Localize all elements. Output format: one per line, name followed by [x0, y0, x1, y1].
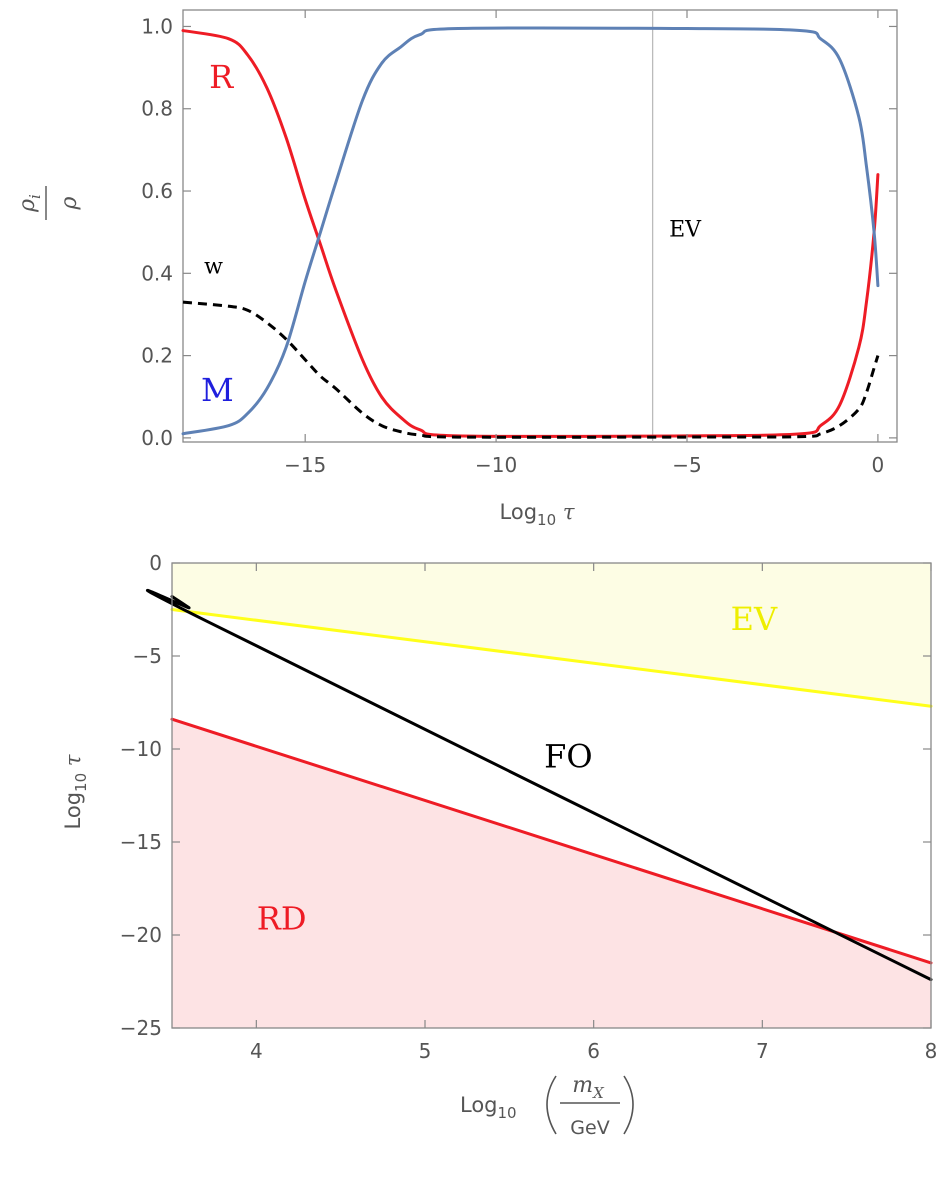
annotation-rd: RD [257, 899, 307, 937]
y-tick-label: −20 [120, 923, 162, 947]
x-axis-label: Log10 mX GeV [460, 1073, 634, 1139]
annotation-m: M [201, 371, 234, 409]
series-line-rd [170, 717, 933, 965]
y-tick-label: −5 [133, 644, 162, 668]
x-tick-label: −5 [672, 453, 701, 477]
annotation-ev: EV [669, 217, 702, 242]
x-label-denominator: GeV [570, 1117, 609, 1139]
x-tick-label: 4 [250, 1039, 263, 1063]
y-label-numerator: ρ [15, 199, 40, 213]
y-tick-label: 0.6 [141, 179, 173, 203]
x-label-numerator-sub: X [592, 1084, 605, 1102]
x-label-sub: 10 [498, 1104, 517, 1122]
x-tick-label: 7 [756, 1039, 769, 1063]
y-tick-label: 1.0 [141, 14, 173, 38]
region-rd [172, 719, 931, 1028]
annotation-r: R [209, 58, 234, 96]
series-line-m [181, 26, 880, 436]
annotation-w: w [204, 254, 223, 279]
y-label-sub: 10 [72, 773, 90, 792]
chart-frame [171, 562, 932, 1029]
series-line-ev [170, 608, 933, 708]
annotation-ev: EV [731, 600, 778, 638]
annotation-fo: FO [544, 738, 592, 776]
y-label-numerator-sub: i [26, 194, 44, 199]
svg-text:ρi: ρi [15, 194, 44, 213]
series-line-w [182, 300, 880, 439]
series-line-fo [145, 588, 933, 982]
y-tick-label: 0.8 [141, 97, 173, 121]
chart-frame [182, 9, 898, 443]
right-paren [623, 1075, 634, 1135]
x-label-numerator: m [572, 1073, 593, 1098]
x-axis-label: Log10 τ [500, 500, 575, 529]
y-axis-label: ρi ρ [15, 186, 82, 220]
x-label-base: Log [460, 1093, 498, 1117]
x-tick-label: 0 [872, 453, 885, 477]
y-tick-label: −10 [120, 737, 162, 761]
y-tick-label: −15 [120, 830, 162, 854]
y-tick-label: −25 [120, 1016, 162, 1040]
x-tick-label: −15 [284, 453, 326, 477]
x-tick-label: 8 [925, 1039, 937, 1063]
y-tick-label: 0.4 [141, 261, 173, 285]
svg-text:Log10: Log10 [460, 1093, 517, 1122]
x-tick-label: 5 [419, 1039, 432, 1063]
y-label-denominator: ρ [57, 196, 82, 210]
y-tick-label: 0.0 [141, 426, 173, 450]
x-label-var: τ [563, 500, 575, 524]
y-label-base: Log [61, 792, 85, 830]
x-label-base: Log [500, 500, 538, 524]
left-paren [546, 1075, 557, 1135]
y-axis-label: Log10 τ [61, 754, 90, 829]
region-ev [172, 563, 931, 707]
x-label-sub: 10 [537, 511, 556, 529]
svg-text:mX: mX [572, 1073, 605, 1102]
x-tick-label: −10 [475, 453, 517, 477]
y-tick-label: 0.2 [141, 344, 173, 368]
series-line-r [181, 29, 880, 438]
y-tick-label: 0 [149, 551, 162, 575]
y-label-var: τ [61, 754, 85, 766]
x-tick-label: 6 [587, 1039, 600, 1063]
